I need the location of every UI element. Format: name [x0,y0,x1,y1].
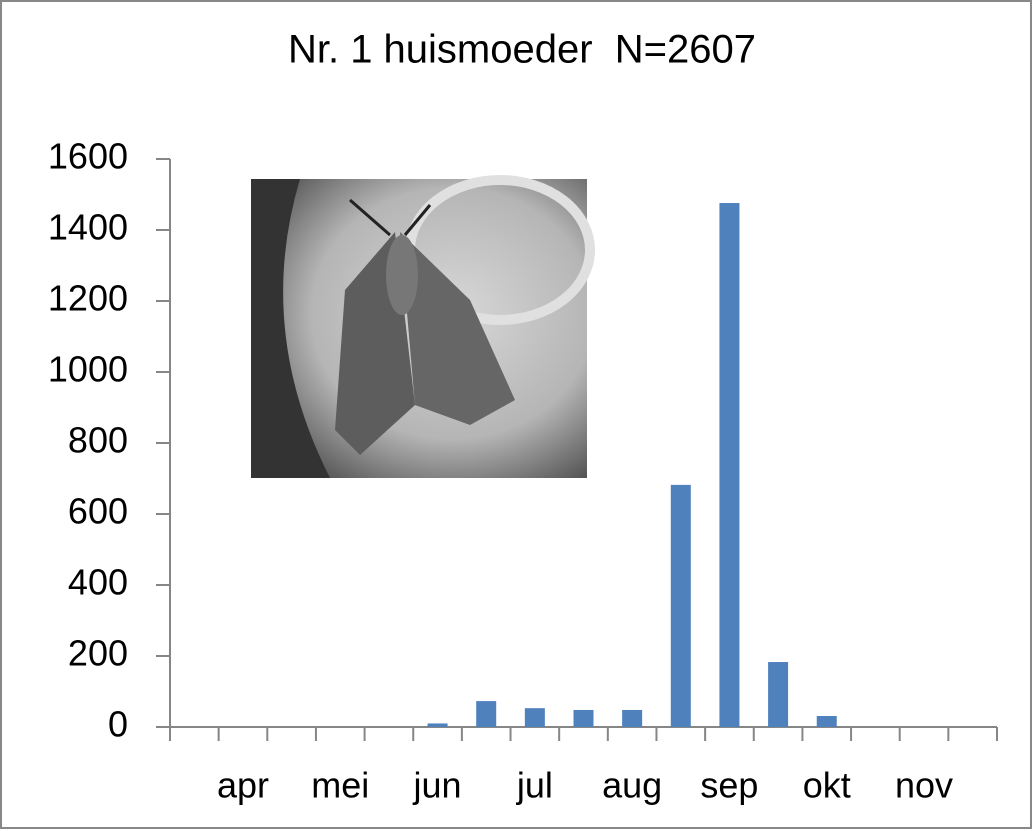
x-tick-label: jun [413,765,462,806]
x-tick-label: aug [602,765,662,806]
y-tick-label: 1000 [48,349,128,390]
x-tick-label: sep [700,765,758,806]
bar [476,701,496,727]
bar [817,716,837,727]
x-tick-label: mei [311,765,369,806]
y-tick-label: 1600 [48,136,128,177]
x-tick-label: jul [516,765,553,806]
bar [768,662,788,727]
x-tick-label: apr [217,765,269,806]
bar [622,710,642,727]
y-tick-label: 1200 [48,278,128,319]
bar [719,203,739,727]
bar [671,485,691,727]
x-tick-label: okt [803,765,851,806]
bar [525,708,545,727]
y-tick-label: 200 [68,633,128,674]
y-tick-label: 1400 [48,207,128,248]
y-tick-label: 400 [68,562,128,603]
bar [428,723,448,727]
chart-title: Nr. 1 huismoeder N=2607 [288,28,756,72]
x-tick-label: nov [895,765,953,806]
y-tick-label: 0 [108,704,128,745]
moth-photo [251,179,590,478]
chart: Nr. 1 huismoeder N=2607 0 200 400 600 800 100… [0,0,1034,831]
y-tick-label: 800 [68,420,128,461]
y-tick-label: 600 [68,491,128,532]
page: {"chart_data": {"type": "bar", "title": … [0,0,1034,831]
bar [574,710,594,727]
